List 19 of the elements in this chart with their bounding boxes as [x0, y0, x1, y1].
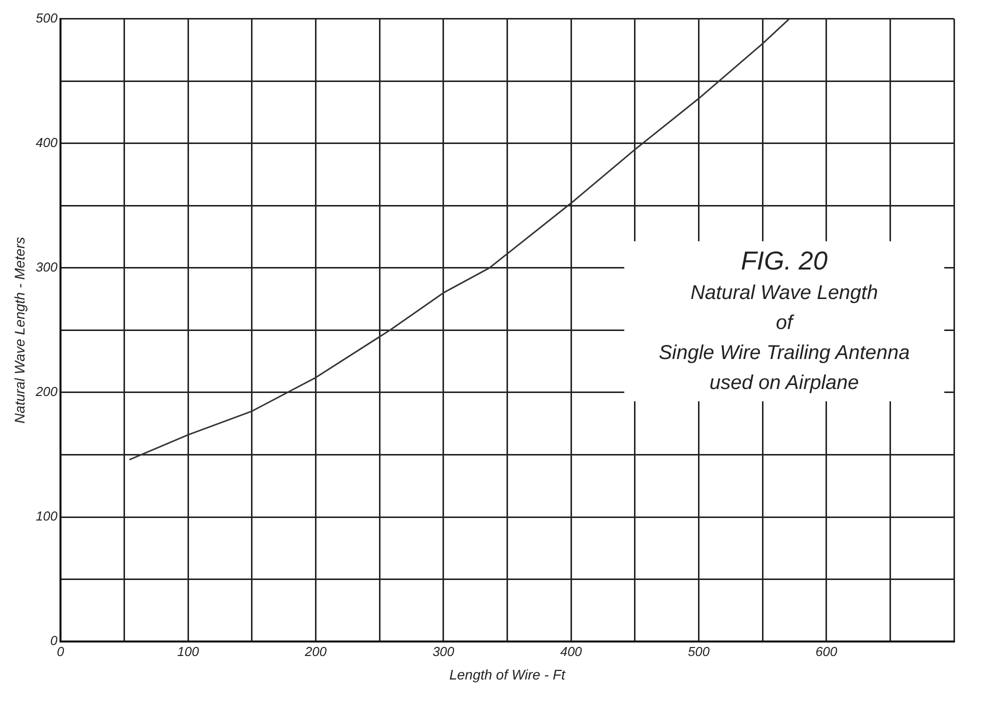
- x-tick-label: 300: [432, 644, 456, 660]
- annotation: of: [776, 312, 796, 334]
- y-tick-label: 400: [36, 134, 58, 150]
- x-tick-label: 400: [560, 644, 583, 660]
- x-tick-label: 200: [304, 644, 328, 660]
- y-axis-title: Natural Wave Length - Meters: [11, 236, 28, 424]
- x-tick-label: 100: [177, 644, 200, 660]
- y-tick-label: 300: [36, 260, 58, 275]
- y-tick-label: 200: [34, 384, 58, 400]
- x-axis-title: Length of Wire - Ft: [449, 666, 566, 682]
- annotation: Natural Wave Length: [690, 282, 878, 304]
- y-tick-label: 0: [50, 633, 58, 648]
- annotation: used on Airplane: [710, 372, 859, 394]
- x-tick-label: 600: [816, 644, 838, 660]
- annotation: Single Wire Trailing Antenna: [658, 342, 910, 364]
- text: FIG. 20: [740, 245, 828, 276]
- y-tick-label: 500: [36, 10, 58, 26]
- y-tick-label: 100: [36, 508, 58, 524]
- x-tick-label: 500: [688, 644, 710, 660]
